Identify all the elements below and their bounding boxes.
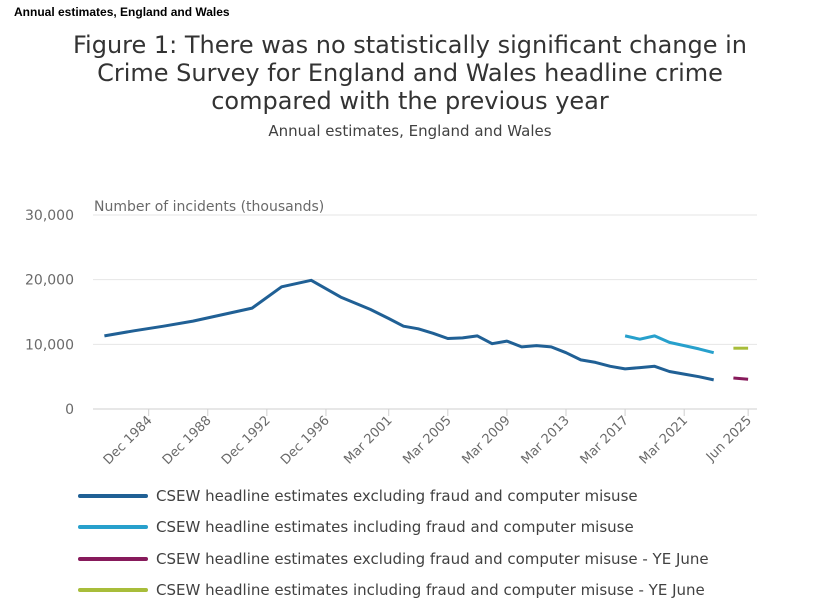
gridlines — [93, 215, 757, 344]
legend-item-4: CSEW headline estimates including fraud … — [78, 575, 709, 606]
legend-swatch — [78, 588, 148, 592]
legend: CSEW headline estimates excluding fraud … — [78, 480, 709, 606]
legend-item-3: CSEW headline estimates excluding fraud … — [78, 543, 709, 575]
series-line-3 — [733, 378, 748, 379]
legend-label: CSEW headline estimates including fraud … — [156, 518, 634, 536]
x-tick-label: Dec 1984 — [101, 413, 156, 468]
series-line-1 — [104, 280, 713, 380]
y-axis-ticks: 0 10,000 20,000 30,000 — [25, 208, 74, 418]
y-tick-label: 30,000 — [25, 208, 74, 224]
x-tick-label: Dec 1988 — [160, 413, 215, 468]
x-tick-label: Mar 2001 — [341, 413, 395, 467]
legend-swatch — [78, 525, 148, 529]
x-tick-label: Mar 2021 — [637, 413, 691, 467]
x-tick-label: Jun 2025 — [703, 413, 755, 465]
legend-item-2: CSEW headline estimates including fraud … — [78, 512, 709, 544]
x-tick-label: Mar 2009 — [459, 413, 513, 467]
x-tick-label: Mar 2005 — [400, 413, 454, 467]
legend-swatch — [78, 494, 148, 498]
x-tick-label: Dec 1996 — [278, 413, 333, 468]
x-tick-label: Mar 2017 — [578, 413, 632, 467]
x-tick-label: Mar 2013 — [519, 413, 573, 467]
y-tick-label: 10,000 — [25, 337, 74, 353]
y-axis-label: Number of incidents (thousands) — [94, 199, 324, 215]
legend-item-1: CSEW headline estimates excluding fraud … — [78, 480, 709, 512]
y-tick-label: 20,000 — [25, 273, 74, 289]
legend-label: CSEW headline estimates excluding fraud … — [156, 550, 709, 568]
y-tick-label: 0 — [65, 402, 74, 418]
legend-label: CSEW headline estimates including fraud … — [156, 581, 705, 599]
series-lines — [104, 280, 748, 380]
legend-label: CSEW headline estimates excluding fraud … — [156, 487, 638, 505]
legend-swatch — [78, 557, 148, 561]
x-tick-label: Dec 1992 — [219, 413, 274, 468]
line-chart: 0 10,000 20,000 30,000 Number of incidents … — [0, 0, 822, 480]
